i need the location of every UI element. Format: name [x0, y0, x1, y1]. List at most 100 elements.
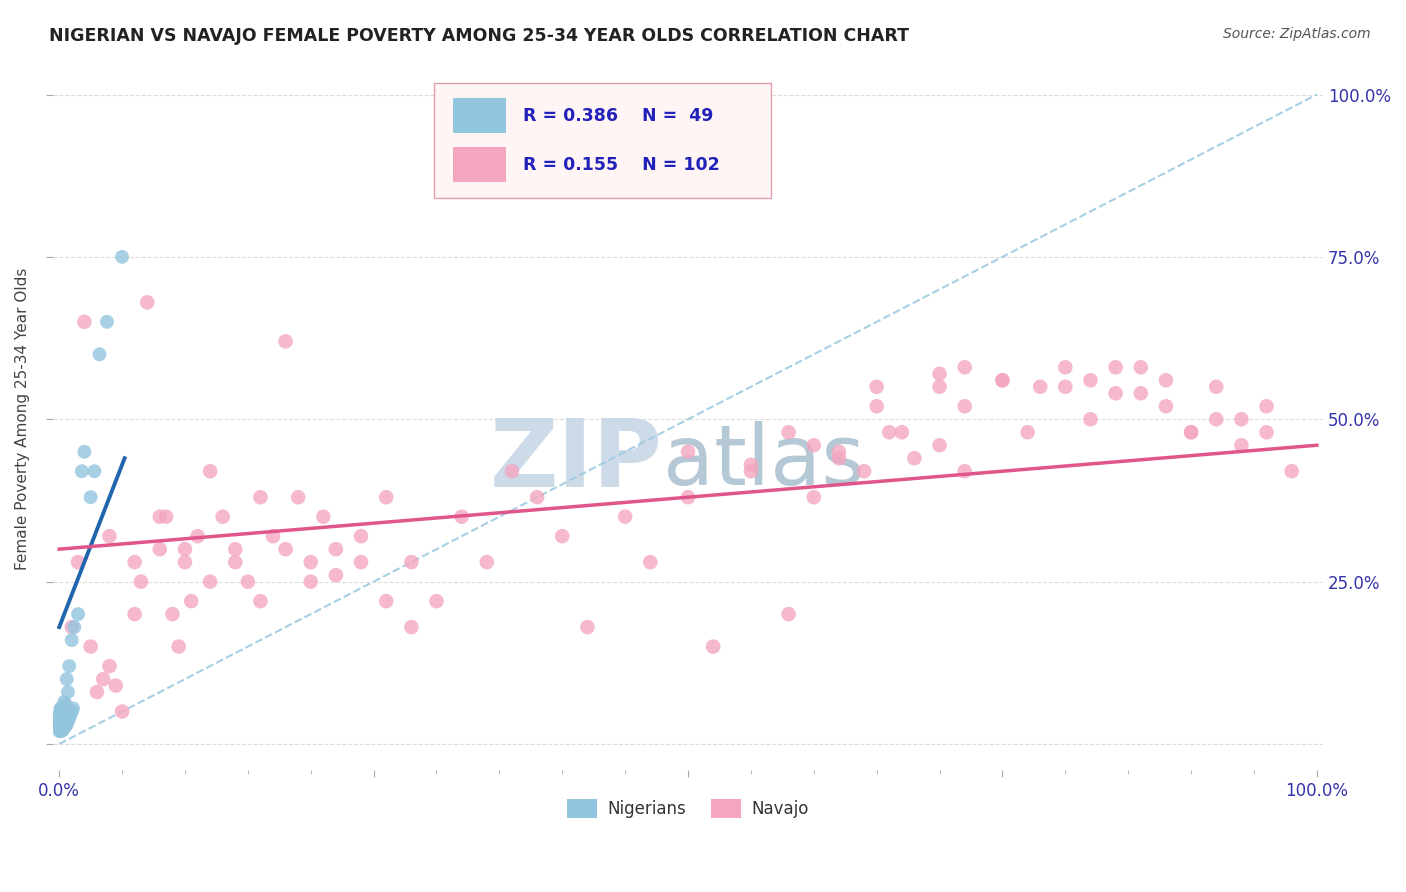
Point: [48, 711, 70, 725]
Point: [350, 555, 373, 569]
Point: [853, 464, 876, 478]
Point: [48, 724, 70, 739]
Text: R = 0.155    N = 102: R = 0.155 N = 102: [523, 156, 720, 174]
Point: [803, 490, 825, 504]
Point: [1205, 380, 1227, 394]
Point: [1256, 425, 1278, 440]
Point: [1180, 425, 1202, 440]
Point: [67, 607, 90, 621]
Point: [55, 717, 77, 731]
Point: [475, 555, 498, 569]
Point: [52, 717, 75, 731]
Point: [1281, 464, 1303, 478]
Point: [98, 659, 121, 673]
Point: [129, 574, 152, 589]
Text: Source: ZipAtlas.com: Source: ZipAtlas.com: [1223, 27, 1371, 41]
Point: [162, 607, 184, 621]
Point: [70, 464, 93, 478]
Legend: Nigerians, Navajo: Nigerians, Navajo: [561, 793, 815, 825]
Point: [56, 714, 79, 729]
FancyBboxPatch shape: [434, 83, 770, 198]
Point: [576, 620, 599, 634]
Point: [828, 444, 851, 458]
Point: [111, 250, 134, 264]
Point: [740, 458, 762, 472]
Point: [828, 451, 851, 466]
Point: [1054, 380, 1077, 394]
Point: [299, 555, 322, 569]
Point: [1080, 373, 1102, 387]
Point: [149, 509, 172, 524]
Point: [49, 721, 72, 735]
Point: [401, 620, 423, 634]
Point: [48, 707, 70, 722]
Point: [299, 574, 322, 589]
Point: [350, 529, 373, 543]
Point: [96, 315, 118, 329]
Point: [1080, 412, 1102, 426]
Point: [63, 620, 86, 634]
Point: [55, 701, 77, 715]
Point: [198, 574, 221, 589]
Point: [104, 679, 127, 693]
Point: [73, 315, 96, 329]
Point: [953, 399, 976, 413]
Point: [211, 509, 233, 524]
Point: [1129, 360, 1152, 375]
Point: [249, 594, 271, 608]
Point: [903, 451, 925, 466]
Point: [124, 607, 146, 621]
Point: [1104, 360, 1126, 375]
Point: [1230, 438, 1253, 452]
Point: [425, 594, 447, 608]
FancyBboxPatch shape: [453, 147, 506, 182]
FancyBboxPatch shape: [453, 98, 506, 133]
Point: [778, 607, 800, 621]
Point: [1029, 380, 1052, 394]
Point: [1230, 412, 1253, 426]
Point: [953, 464, 976, 478]
Point: [91, 672, 114, 686]
Point: [551, 529, 574, 543]
Point: [928, 367, 950, 381]
Point: [991, 373, 1014, 387]
Point: [778, 425, 800, 440]
Point: [55, 698, 77, 712]
Point: [1205, 412, 1227, 426]
Point: [928, 438, 950, 452]
Point: [640, 555, 662, 569]
Point: [167, 640, 190, 654]
Point: [953, 360, 976, 375]
Point: [149, 542, 172, 557]
Point: [676, 490, 699, 504]
Point: [59, 707, 82, 722]
Point: [52, 712, 75, 726]
Point: [890, 425, 912, 440]
Point: [866, 380, 889, 394]
Point: [1154, 399, 1177, 413]
Point: [62, 701, 84, 715]
Point: [49, 710, 72, 724]
Point: [79, 490, 101, 504]
Point: [249, 490, 271, 504]
Text: atlas: atlas: [662, 421, 865, 502]
Point: [325, 568, 347, 582]
Point: [174, 542, 197, 557]
Point: [53, 695, 76, 709]
Point: [51, 706, 73, 720]
Point: [501, 464, 523, 478]
Point: [236, 574, 259, 589]
Point: [73, 444, 96, 458]
Point: [1154, 373, 1177, 387]
Point: [676, 444, 699, 458]
Point: [49, 717, 72, 731]
Point: [67, 555, 90, 569]
Point: [614, 509, 637, 524]
Point: [79, 640, 101, 654]
Point: [51, 724, 73, 739]
Point: [111, 705, 134, 719]
Point: [1256, 399, 1278, 413]
Point: [124, 555, 146, 569]
Point: [55, 672, 77, 686]
Point: [60, 620, 83, 634]
